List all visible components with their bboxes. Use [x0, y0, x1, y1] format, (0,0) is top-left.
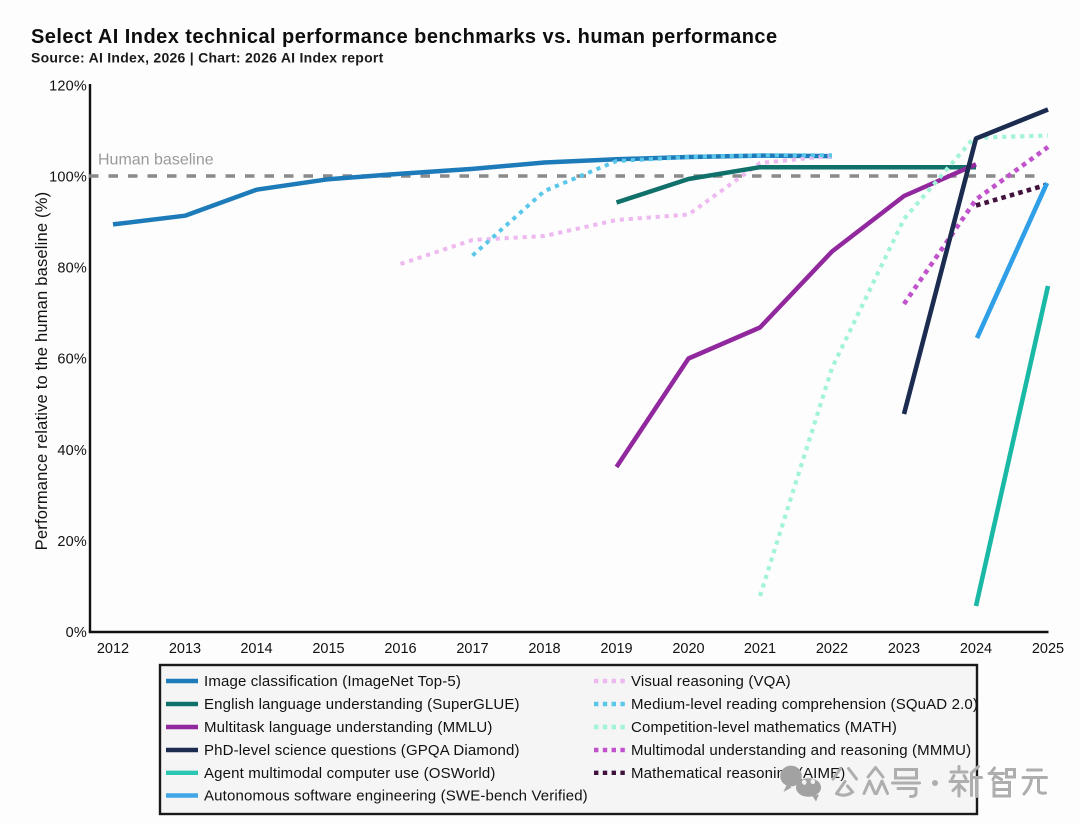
- svg-text:60%: 60%: [57, 352, 87, 368]
- svg-text:40%: 40%: [57, 443, 87, 459]
- svg-text:2018: 2018: [528, 641, 560, 657]
- svg-text:Agent multimodal computer use: Agent multimodal computer use (OSWorld): [204, 765, 496, 782]
- svg-text:2022: 2022: [816, 641, 848, 657]
- svg-text:2019: 2019: [600, 641, 632, 657]
- svg-text:0%: 0%: [66, 625, 87, 641]
- svg-text:2017: 2017: [456, 641, 488, 657]
- svg-text:Select AI Index technical perf: Select AI Index technical performance be…: [31, 26, 778, 48]
- svg-text:Multitask language understandi: Multitask language understanding (MMLU): [204, 719, 493, 736]
- svg-text:2025: 2025: [1032, 641, 1064, 657]
- svg-text:Visual reasoning (VQA): Visual reasoning (VQA): [631, 673, 791, 690]
- svg-text:2020: 2020: [672, 641, 704, 657]
- svg-text:2023: 2023: [888, 641, 920, 657]
- svg-text:English language understanding: English language understanding (SuperGLU…: [204, 696, 520, 713]
- svg-text:2021: 2021: [744, 641, 776, 657]
- svg-text:Competition-level mathematics: Competition-level mathematics (MATH): [631, 719, 897, 736]
- svg-text:Medium-level reading comprehen: Medium-level reading comprehension (SQuA…: [631, 696, 978, 713]
- svg-text:2015: 2015: [312, 641, 344, 657]
- svg-text:2014: 2014: [240, 641, 272, 657]
- svg-text:Autonomous software engineerin: Autonomous software engineering (SWE-ben…: [204, 788, 588, 805]
- svg-text:Performance relative to the hu: Performance relative to the human baseli…: [33, 192, 51, 551]
- svg-text:2013: 2013: [169, 641, 201, 657]
- svg-text:120%: 120%: [49, 79, 87, 95]
- svg-text:2012: 2012: [97, 641, 129, 657]
- svg-text:PhD-level science questions (G: PhD-level science questions (GPQA Diamon…: [204, 742, 520, 759]
- svg-text:100%: 100%: [49, 170, 87, 186]
- svg-text:Image classification (ImageNet: Image classification (ImageNet Top-5): [204, 673, 461, 690]
- svg-text:Multimodal understanding and r: Multimodal understanding and reasoning (…: [631, 742, 971, 759]
- svg-text:Source: AI Index, 2026 | Chart: Source: AI Index, 2026 | Chart: 2026 AI …: [31, 50, 384, 66]
- svg-text:2016: 2016: [384, 641, 416, 657]
- svg-text:80%: 80%: [57, 261, 87, 277]
- svg-text:2024: 2024: [960, 641, 992, 657]
- svg-text:20%: 20%: [57, 534, 87, 550]
- svg-text:Human baseline: Human baseline: [98, 152, 214, 169]
